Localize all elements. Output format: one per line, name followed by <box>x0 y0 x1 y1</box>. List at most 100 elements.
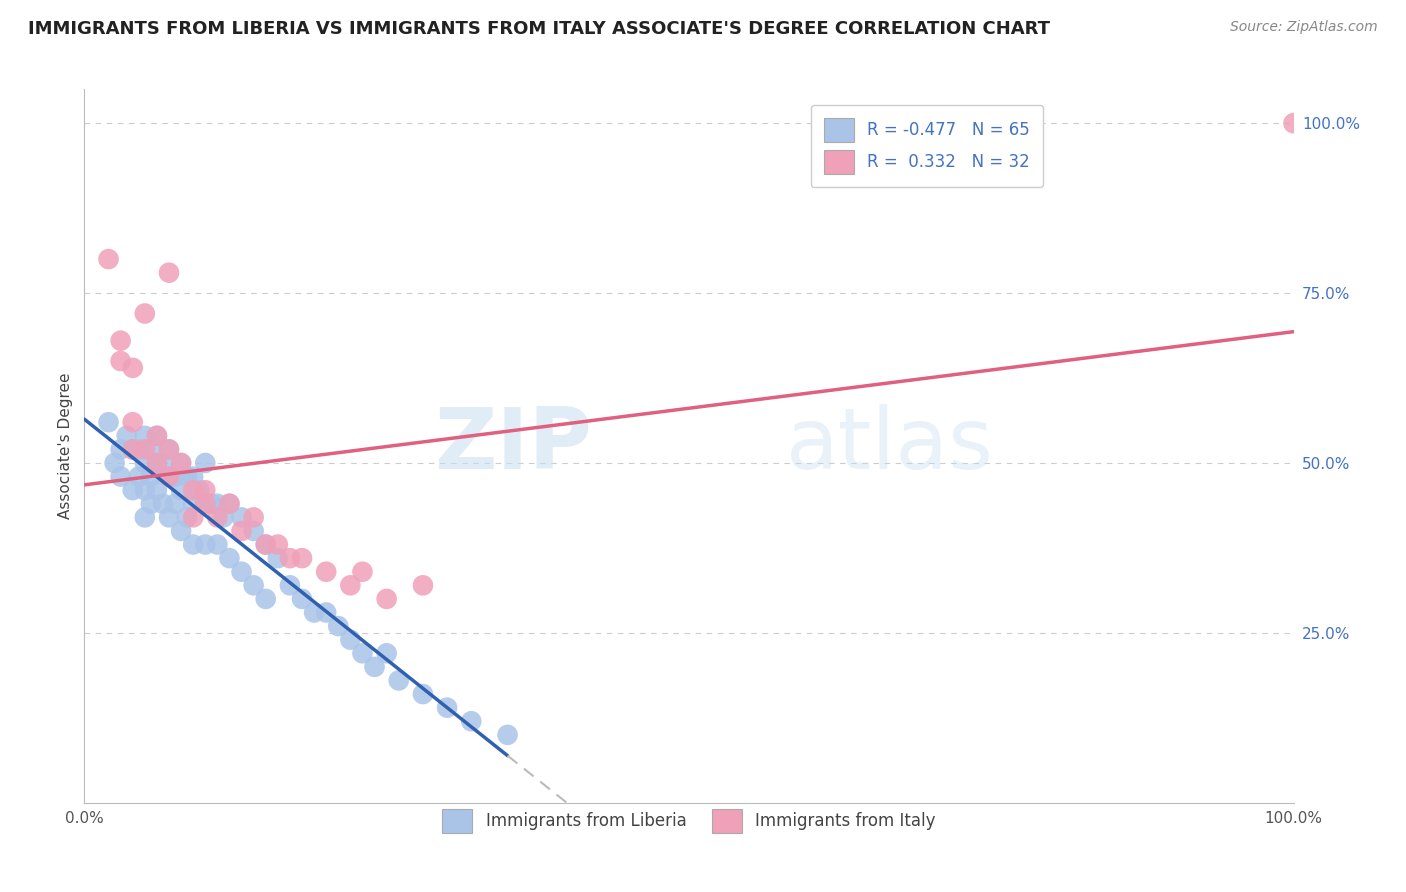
Point <box>134 456 156 470</box>
Point <box>315 606 337 620</box>
Point <box>291 551 314 566</box>
Point <box>412 687 434 701</box>
Point <box>278 551 301 566</box>
Point <box>375 591 398 606</box>
Point <box>104 456 127 470</box>
Point <box>181 537 204 551</box>
Point <box>242 524 264 538</box>
Text: atlas: atlas <box>786 404 994 488</box>
Point <box>134 306 156 320</box>
Point <box>207 537 229 551</box>
Point <box>134 510 156 524</box>
Point <box>157 266 180 280</box>
Point <box>128 442 150 457</box>
Point <box>146 429 169 443</box>
Point <box>170 456 193 470</box>
Point <box>375 646 398 660</box>
Point <box>97 415 120 429</box>
Point <box>218 551 240 566</box>
Point <box>146 429 169 443</box>
Point <box>339 578 361 592</box>
Text: IMMIGRANTS FROM LIBERIA VS IMMIGRANTS FROM ITALY ASSOCIATE'S DEGREE CORRELATION : IMMIGRANTS FROM LIBERIA VS IMMIGRANTS FR… <box>28 20 1050 37</box>
Point <box>152 497 174 511</box>
Point <box>194 456 217 470</box>
Point <box>254 591 277 606</box>
Point <box>165 469 187 483</box>
Point <box>352 646 374 660</box>
Point <box>176 469 198 483</box>
Legend: Immigrants from Liberia, Immigrants from Italy: Immigrants from Liberia, Immigrants from… <box>434 801 943 841</box>
Point <box>146 456 169 470</box>
Point <box>181 483 204 498</box>
Point <box>315 565 337 579</box>
Point <box>110 354 132 368</box>
Point <box>170 456 193 470</box>
Text: Source: ZipAtlas.com: Source: ZipAtlas.com <box>1230 20 1378 34</box>
Point <box>110 334 132 348</box>
Point <box>218 497 240 511</box>
Point <box>121 442 143 457</box>
Y-axis label: Associate's Degree: Associate's Degree <box>58 373 73 519</box>
Point <box>231 510 253 524</box>
Point <box>134 483 156 498</box>
Point <box>254 537 277 551</box>
Point <box>254 537 277 551</box>
Point <box>170 483 193 498</box>
Point <box>146 456 169 470</box>
Point <box>157 442 180 457</box>
Point <box>128 469 150 483</box>
Point <box>460 714 482 729</box>
Point <box>194 497 217 511</box>
Point <box>267 537 290 551</box>
Point <box>139 469 162 483</box>
Point <box>121 483 143 498</box>
Point <box>121 442 143 457</box>
Point <box>339 632 361 647</box>
Point <box>139 442 162 457</box>
Point <box>194 483 217 498</box>
Point <box>388 673 411 688</box>
Point <box>121 415 143 429</box>
Point <box>267 551 290 566</box>
Point <box>412 578 434 592</box>
Point <box>188 483 211 498</box>
Point <box>352 565 374 579</box>
Point <box>165 497 187 511</box>
Point <box>134 442 156 457</box>
Point <box>176 510 198 524</box>
Point <box>242 578 264 592</box>
Point <box>212 510 235 524</box>
Point <box>152 456 174 470</box>
Point <box>200 497 222 511</box>
Point <box>115 429 138 443</box>
Point <box>218 497 240 511</box>
Point <box>157 469 180 483</box>
Point <box>231 524 253 538</box>
Point <box>110 442 132 457</box>
Point <box>181 497 204 511</box>
Point <box>278 578 301 592</box>
Point <box>121 360 143 375</box>
Point <box>363 660 385 674</box>
Point <box>207 510 229 524</box>
Point <box>496 728 519 742</box>
Point <box>170 524 193 538</box>
Point <box>328 619 350 633</box>
Text: ZIP: ZIP <box>434 404 592 488</box>
Point <box>134 429 156 443</box>
Point <box>194 537 217 551</box>
Point <box>181 510 204 524</box>
Point <box>1282 116 1305 130</box>
Point <box>97 252 120 266</box>
Point <box>181 469 204 483</box>
Point <box>157 442 180 457</box>
Point <box>139 497 162 511</box>
Point <box>207 497 229 511</box>
Point <box>157 510 180 524</box>
Point <box>157 469 180 483</box>
Point <box>194 497 217 511</box>
Point <box>110 469 132 483</box>
Point <box>302 606 325 620</box>
Point <box>146 483 169 498</box>
Point <box>242 510 264 524</box>
